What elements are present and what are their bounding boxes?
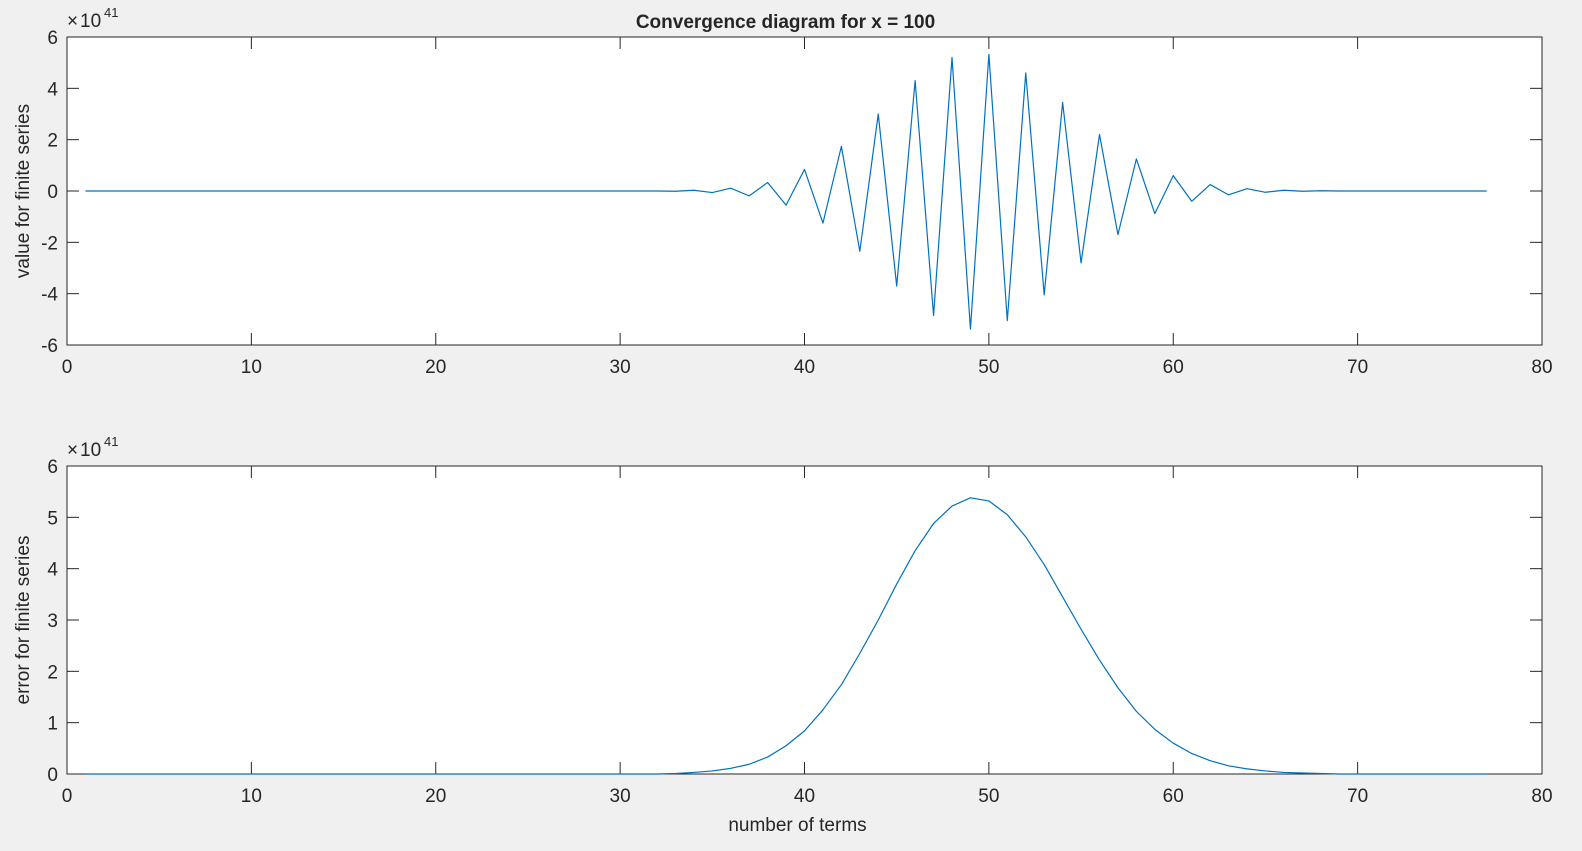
y-tick-label: 6: [47, 28, 58, 49]
x-tick-label: 40: [794, 786, 815, 807]
x-tick-label: 50: [978, 786, 999, 807]
series-line: [85, 53, 1487, 330]
x-tick-label: 30: [610, 786, 631, 807]
y-tick-label: 0: [47, 182, 58, 203]
exponent-power: 41: [104, 5, 118, 20]
x-tick-label: 20: [425, 357, 446, 378]
exponent-base: 10: [80, 440, 101, 461]
x-tick-label: 80: [1531, 357, 1552, 378]
y-tick-label: -2: [41, 233, 58, 254]
exponent-times: ×: [67, 440, 78, 461]
y-tick-label: 1: [47, 714, 58, 735]
y-tick-label: 6: [47, 457, 58, 478]
x-tick-label: 30: [610, 357, 631, 378]
exponent-power: 41: [104, 434, 118, 449]
x-tick-label: 10: [241, 357, 262, 378]
x-tick-label: 70: [1347, 786, 1368, 807]
y-tick-label: 3: [47, 611, 58, 632]
x-tick-label: 50: [978, 357, 999, 378]
y-axis-label: value for finite series: [13, 104, 34, 278]
series-line: [85, 497, 1487, 775]
y-tick-label: 0: [47, 765, 58, 786]
exponent-times: ×: [67, 11, 78, 32]
chart-title: Convergence diagram for x = 100: [636, 12, 935, 33]
y-tick-label: -6: [41, 336, 58, 357]
x-tick-label: 70: [1347, 357, 1368, 378]
x-tick-label: 20: [425, 786, 446, 807]
x-tick-label: 60: [1163, 357, 1184, 378]
y-tick-label: 2: [47, 131, 58, 152]
x-tick-label: 40: [794, 357, 815, 378]
x-axis-label: number of terms: [728, 815, 866, 836]
y-tick-label: 5: [47, 508, 58, 529]
exponent-base: 10: [80, 11, 101, 32]
x-tick-label: 80: [1531, 786, 1552, 807]
x-tick-label: 0: [62, 357, 73, 378]
y-tick-label: -4: [41, 285, 58, 306]
y-axis-label: error for finite series: [13, 536, 34, 705]
y-tick-label: 2: [47, 662, 58, 683]
plot-area: [66, 465, 1543, 775]
x-tick-label: 10: [241, 786, 262, 807]
x-tick-label: 60: [1163, 786, 1184, 807]
x-tick-label: 0: [62, 786, 73, 807]
y-tick-label: 4: [47, 560, 58, 581]
y-tick-label: 4: [47, 79, 58, 100]
